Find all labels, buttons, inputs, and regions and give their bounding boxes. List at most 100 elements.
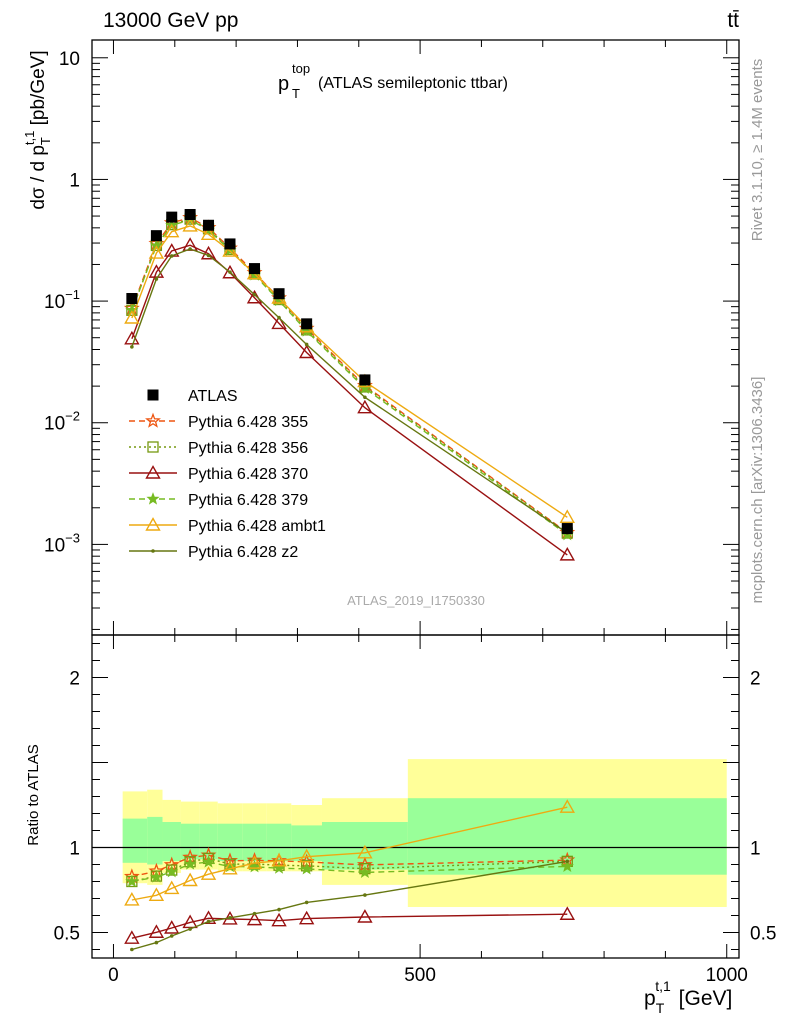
ratio-band-inner xyxy=(162,822,181,862)
series-point-p370 xyxy=(357,399,373,414)
series-point-p370 xyxy=(200,245,217,260)
ratio-point-p370 xyxy=(164,920,180,934)
series-point-z2 xyxy=(154,277,159,281)
series-point-z2 xyxy=(188,247,192,251)
data-point xyxy=(561,523,573,535)
ratio-point-p379 xyxy=(300,862,314,875)
series-point-ambt1 xyxy=(182,217,198,232)
series-point-z2 xyxy=(228,270,232,274)
ratio-point-ambt1 xyxy=(200,866,217,880)
ratio-point-p370 xyxy=(357,909,373,923)
data-point xyxy=(249,263,261,275)
y-tick-label: 10−2 xyxy=(44,409,80,435)
series-point-ambt1 xyxy=(222,243,238,257)
legend-label-ambt1: Pythia 6.428 ambt1 xyxy=(188,518,326,535)
ratio-point-ambt1 xyxy=(164,880,180,895)
series-point-p370 xyxy=(222,264,238,279)
y-tick-label: 1 xyxy=(69,170,80,191)
plot-title-main: p xyxy=(278,73,289,95)
ratio-point-p370 xyxy=(271,912,287,927)
ratio-point-z2 xyxy=(228,916,232,920)
ratio-point-z2 xyxy=(565,859,570,864)
ratio-point-ambt1 xyxy=(182,872,198,887)
ratio-point-z2 xyxy=(363,893,367,897)
ratio-bands xyxy=(92,759,739,907)
legend-marker-p356 xyxy=(147,441,159,453)
series-line-ambt1 xyxy=(131,225,568,518)
ratio-point-p379 xyxy=(149,870,163,883)
y-tick-label: 10 xyxy=(59,49,80,70)
ratio-point-z2 xyxy=(130,947,134,952)
x-tick-label: 0 xyxy=(108,965,119,986)
series-point-p370 xyxy=(271,315,287,330)
legend-label-p379: Pythia 6.428 379 xyxy=(188,492,308,509)
ratio-point-p379 xyxy=(165,864,179,878)
data-point xyxy=(126,293,138,305)
series-point-z2 xyxy=(252,292,257,297)
x-tick-label: 500 xyxy=(404,965,436,986)
series-point-z2 xyxy=(304,342,309,347)
series-point-z2 xyxy=(169,254,174,258)
series-point-p370 xyxy=(559,546,575,561)
series-line-p356 xyxy=(131,218,568,534)
ratio-point-p379 xyxy=(560,859,574,872)
ratio-ylabel: Ratio to ATLAS xyxy=(25,744,42,845)
ratio-band-inner xyxy=(180,823,200,860)
data-point xyxy=(203,219,215,231)
legend-label-p370: Pythia 6.428 370 xyxy=(188,466,308,483)
data-point xyxy=(273,288,285,300)
ratio-point-ambt1 xyxy=(148,887,165,901)
ratio-point-p379 xyxy=(358,865,372,879)
series-point-p370 xyxy=(298,344,315,359)
ratio-band-inner xyxy=(122,818,148,863)
series-point-z2 xyxy=(130,345,134,349)
series-point-ambt1 xyxy=(148,245,165,259)
data-point xyxy=(184,208,196,220)
ratio-point-ambt1 xyxy=(246,855,263,869)
series-point-ambt1 xyxy=(124,310,140,324)
legend-entry-p355: Pythia 6.428 355 xyxy=(129,412,308,431)
series-line-p379 xyxy=(131,219,568,536)
plot-title-sub: T xyxy=(292,86,300,101)
ratio-point-z2 xyxy=(304,900,309,905)
legend-entry-z2: Pythia 6.428 z2 xyxy=(129,544,298,561)
data-point xyxy=(150,230,162,242)
ratio-band-inner xyxy=(199,823,218,860)
ratio-y-tick-label: 0.5 xyxy=(54,924,80,945)
plot-title-rest: (ATLAS semileptonic ttbar) xyxy=(318,75,508,92)
header-process: tt̄ xyxy=(727,9,739,32)
ratio-point-ambt1 xyxy=(271,852,287,867)
series-point-ambt1 xyxy=(164,223,180,238)
legend: ATLAS Pythia 6.428 355 Pythia 6.428 356 Pyt… xyxy=(129,388,326,561)
header-energy: 13000 GeV pp xyxy=(103,9,238,32)
ratio-point-p379 xyxy=(201,855,216,868)
ratio-y-tick-label-right: 1 xyxy=(750,839,761,860)
ratio-point-ambt1 xyxy=(124,892,140,906)
series-layer xyxy=(123,208,576,952)
series-point-z2 xyxy=(277,315,281,320)
ratio-y-tick-label: 1 xyxy=(69,839,80,860)
legend-entry-atlas: ATLAS xyxy=(147,388,238,405)
series-point-ambt1 xyxy=(559,509,575,524)
legend-label-atlas: ATLAS xyxy=(188,388,238,405)
y-tick-label: 10−1 xyxy=(44,287,80,313)
ratio-y-tick-label-right: 0.5 xyxy=(750,924,776,945)
ratio-point-p370 xyxy=(559,906,575,920)
ratio-point-p370 xyxy=(148,924,165,938)
plot-title-sup: top xyxy=(292,61,310,76)
ratio-point-z2 xyxy=(252,911,257,916)
legend-marker-z2 xyxy=(151,549,155,553)
ratio-point-z2 xyxy=(169,934,174,938)
data-point xyxy=(224,238,236,250)
legend-label-p355: Pythia 6.428 355 xyxy=(188,414,308,431)
series-point-z2 xyxy=(206,253,211,258)
data-point xyxy=(166,211,178,223)
ratio-band-inner xyxy=(147,816,163,865)
data-point xyxy=(301,318,313,330)
legend-label-z2: Pythia 6.428 z2 xyxy=(188,544,298,561)
ratio-point-ambt1 xyxy=(298,848,315,863)
ratio-point-p370 xyxy=(246,911,263,926)
ratio-point-z2 xyxy=(206,919,211,924)
legend-marker-p355 xyxy=(145,412,161,428)
